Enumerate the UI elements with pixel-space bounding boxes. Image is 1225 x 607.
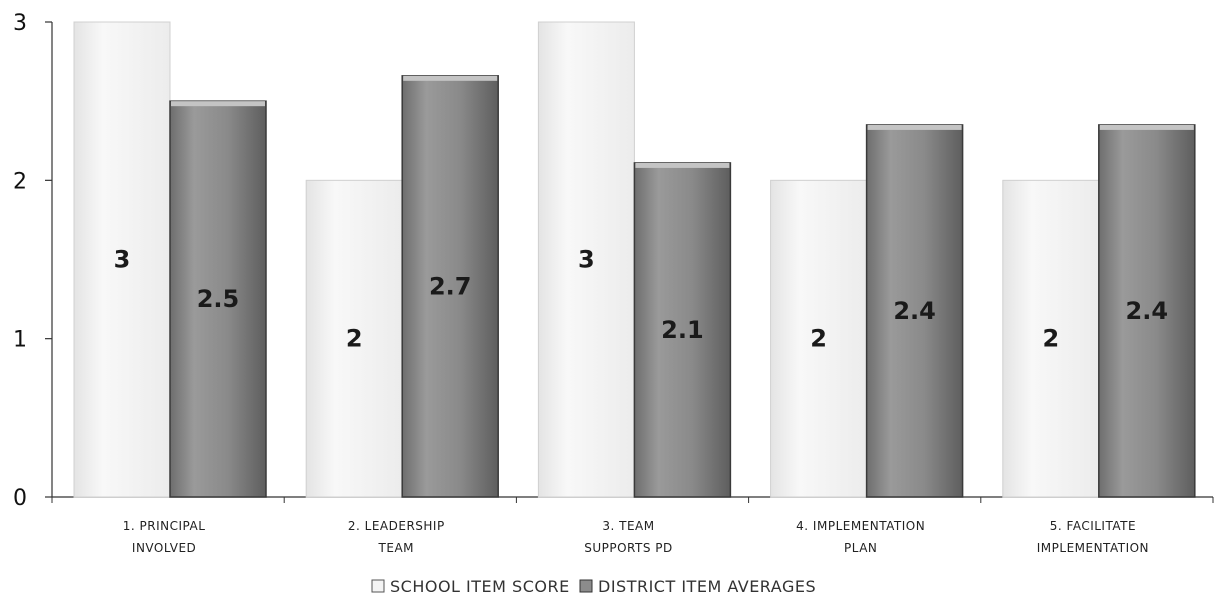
legend-label-district: DISTRICT ITEM AVERAGES [598,577,816,596]
y-tick-label: 2 [13,169,27,194]
x-category-label: 3. TEAM SUPPORTS PD [584,519,673,555]
y-tick-label: 1 [13,328,27,353]
legend: SCHOOL ITEM SCORE DISTRICT ITEM AVERAGES [371,577,816,596]
bar-top-highlight [635,162,730,168]
bars [73,21,1196,498]
bar-top-highlight [403,75,498,81]
bar-district-item-averages [1098,124,1196,498]
data-label-district: 2.5 [197,285,240,313]
data-label-school: 3 [578,246,595,274]
legend-swatch-school [371,579,385,593]
x-category-label: 2. LEADERSHIP TEAM [348,519,445,555]
x-category-label: 5. FACILITATE IMPLEMENTATION [1037,519,1149,555]
x-category-label: 1. PRINCIPAL INVOLVED [123,519,206,555]
data-label-district: 2.4 [1126,297,1169,325]
bar-school-item-score [1002,179,1100,498]
bar-school-item-score [770,179,868,498]
y-tick-label: 3 [13,11,27,36]
x-category-label: 4. IMPLEMENTATION PLAN [796,519,925,555]
y-tick-label: 0 [13,486,27,511]
data-label-school: 2 [346,325,363,353]
data-label-district: 2.1 [661,316,704,344]
bar-school-item-score [305,179,403,498]
data-label-district: 2.7 [429,272,472,300]
bar-top-highlight [171,101,265,107]
bar-top-highlight [867,124,962,130]
data-label-school: 2 [810,325,827,353]
data-label-school: 2 [1042,325,1059,353]
bar-district-item-averages [633,162,732,498]
data-labels: 3 2 3 2 2 2.5 2.7 2.1 2.4 2.4 [114,246,1168,353]
bar-district-item-averages [865,124,964,498]
legend-label-school: SCHOOL ITEM SCORE [390,577,570,596]
bar-school-item-score [537,21,635,498]
data-label-district: 2.4 [893,297,936,325]
legend-swatch-district [579,579,593,593]
bar-district-item-averages [169,100,267,498]
data-label-school: 3 [114,246,131,274]
bar-top-highlight [1099,124,1194,130]
bar-district-item-averages [401,75,499,498]
